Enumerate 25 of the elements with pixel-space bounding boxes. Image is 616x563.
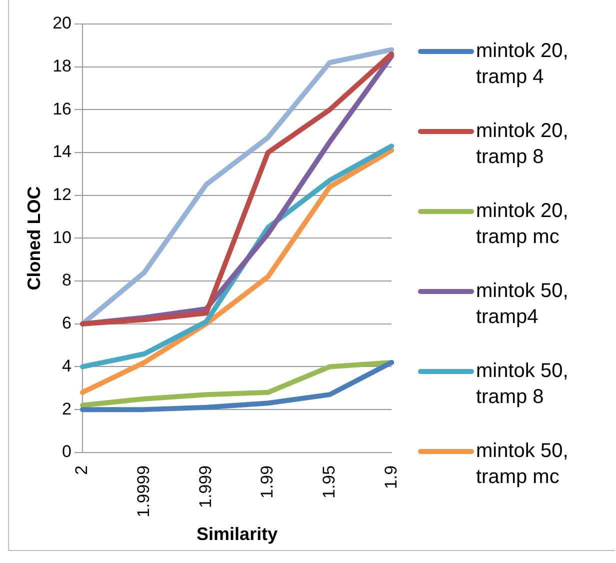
x-tick-label: 1.99 bbox=[258, 465, 277, 498]
x-tick-label: 2 bbox=[72, 465, 92, 475]
legend-label: mintok 50, tramp mc bbox=[476, 439, 570, 490]
y-tick-label: 10 bbox=[52, 228, 72, 247]
y-tick-label: 6 bbox=[62, 314, 72, 333]
legend-label: mintok 20, tramp 4 bbox=[476, 39, 570, 90]
legend-label: mintok 50, tramp4 bbox=[476, 279, 570, 330]
y-tick-label: 0 bbox=[62, 442, 72, 462]
x-axis-title: Similarity bbox=[196, 524, 278, 544]
y-tick-label: 16 bbox=[52, 99, 72, 118]
y-tick-label: 2 bbox=[62, 399, 72, 418]
x-tick-label: 1.95 bbox=[319, 465, 338, 498]
y-tick-label: 8 bbox=[62, 270, 72, 290]
x-tick-label: 1.9999 bbox=[134, 465, 154, 518]
y-tick-label: 20 bbox=[52, 14, 72, 33]
legend-label: mintok 50, tramp 8 bbox=[476, 359, 570, 410]
x-tick-label: 1.9 bbox=[381, 465, 400, 490]
legend-label: mintok 20, tramp 8 bbox=[476, 119, 570, 170]
y-tick-label: 12 bbox=[52, 185, 72, 204]
legend-label: mintok 20, tramp mc bbox=[476, 199, 570, 250]
y-axis-title: Cloned LOC bbox=[24, 186, 44, 290]
y-tick-label: 14 bbox=[52, 142, 72, 162]
y-tick-label: 4 bbox=[62, 356, 72, 376]
y-tick-label: 18 bbox=[52, 56, 72, 76]
x-tick-label: 1.999 bbox=[196, 465, 215, 508]
